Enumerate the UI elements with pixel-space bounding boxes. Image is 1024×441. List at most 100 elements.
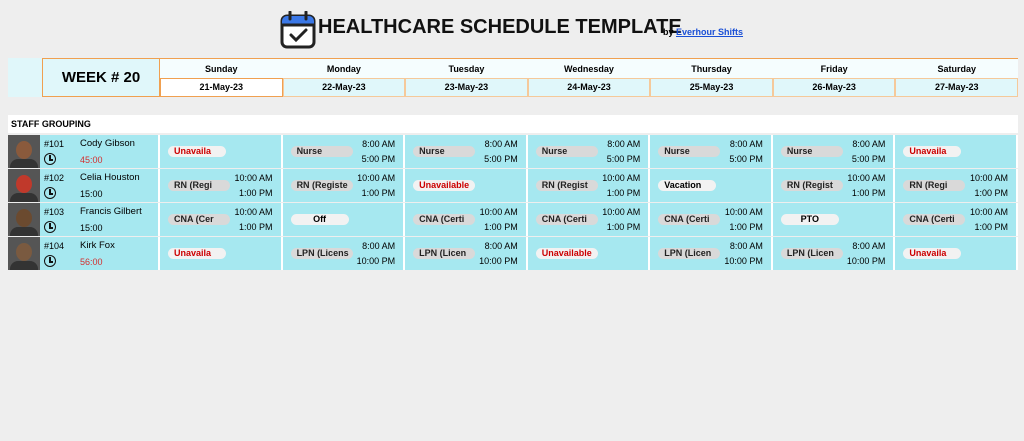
day-date: 21-May-23: [160, 78, 283, 97]
avatar-body: [10, 193, 38, 202]
clock-hand: [49, 257, 51, 262]
shift-cell: CNA (Cer 10:00 AM 1:00 PM: [160, 203, 283, 236]
clock-hand: [49, 189, 51, 194]
shift-start: 10:00 AM: [234, 207, 273, 217]
avatar-body: [10, 227, 38, 236]
shift-cell: LPN (Licen 8:00 AM 10:00 PM: [772, 237, 896, 270]
day-date: 25-May-23: [650, 78, 773, 97]
avatar-face: [16, 175, 32, 193]
shift-cell: LPN (Licen 8:00 AM 10:00 PM: [405, 237, 528, 270]
shift-cell: RN (Regi 10:00 AM 1:00 PM: [160, 169, 283, 202]
shift-role: RN (Registe: [290, 180, 353, 191]
day-name: Thursday: [650, 58, 773, 78]
shift-start: 10:00 AM: [602, 173, 641, 183]
avatar-face: [16, 209, 32, 227]
staff-hours: 56:00: [80, 257, 103, 267]
shift-end: 1:00 PM: [851, 188, 886, 198]
shift-status: Unavaila: [903, 248, 962, 259]
shift-cell: CNA (Certi 10:00 AM 1:00 PM: [650, 203, 773, 236]
shift-role: Nurse: [658, 146, 721, 157]
clock-hand: [49, 223, 51, 228]
day-date: 27-May-23: [895, 78, 1018, 97]
clock-icon: [44, 255, 56, 267]
staff-hours: 45:00: [80, 155, 103, 165]
shift-cell: RN (Regist 10:00 AM 1:00 PM: [527, 169, 651, 202]
clock-hand: [49, 159, 53, 161]
byline: by: [663, 27, 674, 37]
shift-start: 10:00 AM: [969, 173, 1008, 183]
shift-status: Vacation: [658, 180, 717, 191]
shift-end: 1:00 PM: [239, 222, 273, 232]
shift-end: 5:00 PM: [606, 154, 641, 164]
day-date: 22-May-23: [282, 78, 406, 97]
shift-cell: Unavaila: [895, 237, 1018, 270]
day-name: Monday: [282, 58, 406, 78]
staff-name: Kirk Fox: [80, 240, 115, 251]
shift-cell: Nurse 8:00 AM 5:00 PM: [527, 135, 651, 168]
shift-start: 10:00 AM: [847, 173, 886, 183]
shift-cell: CNA (Certi 10:00 AM 1:00 PM: [895, 203, 1018, 236]
shift-status: Unavaila: [168, 248, 226, 259]
shift-start: 10:00 AM: [969, 207, 1008, 217]
avatar: [8, 237, 40, 270]
shift-cell: Nurse 8:00 AM 5:00 PM: [405, 135, 528, 168]
shift-status: Unavaila: [168, 146, 226, 157]
shift-start: 8:00 AM: [852, 139, 886, 149]
shift-end: 1:00 PM: [974, 222, 1008, 232]
title: HEALTHCARE SCHEDULE TEMPLATE: [318, 16, 682, 38]
shift-cell: LPN (Licens 8:00 AM 10:00 PM: [282, 237, 406, 270]
shift-start: 10:00 AM: [724, 207, 763, 217]
shift-end: 10:00 PM: [356, 256, 396, 266]
day-date: 24-May-23: [527, 78, 651, 97]
shift-role: Nurse: [535, 146, 598, 157]
clock-hand: [49, 261, 53, 263]
shift-role: CNA (Certi: [658, 214, 721, 225]
shift-cell: Unavailable: [527, 237, 651, 270]
shift-end: 1:00 PM: [606, 222, 641, 232]
shift-start: 8:00 AM: [484, 139, 518, 149]
shift-start: 10:00 AM: [479, 207, 518, 217]
clock-hand: [49, 155, 51, 160]
staff-hours: 15:00: [80, 189, 103, 199]
shift-cell: Unavailable: [405, 169, 528, 202]
shift-start: 8:00 AM: [362, 241, 396, 251]
avatar-body: [10, 159, 38, 168]
day-name: Friday: [772, 58, 896, 78]
shift-role: CNA (Certi: [903, 214, 966, 225]
shift-cell: Nurse 8:00 AM 5:00 PM: [772, 135, 896, 168]
day-name: Wednesday: [527, 58, 651, 78]
shift-end: 10:00 PM: [846, 256, 886, 266]
shift-role: LPN (Licen: [780, 248, 843, 259]
shift-end: 1:00 PM: [606, 188, 641, 198]
shift-end: 5:00 PM: [729, 154, 763, 164]
day-date: 26-May-23: [772, 78, 896, 97]
avatar-body: [10, 261, 38, 270]
shift-start: 8:00 AM: [607, 139, 641, 149]
calendar-icon: [280, 11, 316, 49]
day-date: 23-May-23: [405, 78, 528, 97]
shift-cell: CNA (Certi 10:00 AM 1:00 PM: [527, 203, 651, 236]
week-label: WEEK # 20: [42, 58, 160, 97]
shift-cell: PTO: [772, 203, 896, 236]
link[interactable]: Everhour Shifts: [676, 27, 744, 37]
clock-hand: [49, 227, 53, 229]
shift-cell: Nurse 8:00 AM 5:00 PM: [650, 135, 773, 168]
staff-id: #104: [44, 241, 65, 251]
shift-cell: Vacation: [650, 169, 773, 202]
clock-icon: [44, 221, 56, 233]
staff-hours: 15:00: [80, 223, 103, 233]
staff-name: Cody Gibson: [80, 138, 135, 149]
shift-cell: Unavaila: [160, 237, 283, 270]
shift-cell: Unavaila: [895, 135, 1018, 168]
shift-role: LPN (Licens: [290, 248, 353, 259]
shift-start: 8:00 AM: [362, 139, 396, 149]
shift-start: 8:00 AM: [729, 139, 763, 149]
day-name: Saturday: [895, 58, 1018, 78]
shift-cell: Unavaila: [160, 135, 283, 168]
avatar-face: [16, 243, 32, 261]
shift-status: PTO: [780, 214, 839, 225]
clock-icon: [44, 153, 56, 165]
shift-end: 5:00 PM: [484, 154, 518, 164]
shift-role: LPN (Licen: [413, 248, 476, 259]
